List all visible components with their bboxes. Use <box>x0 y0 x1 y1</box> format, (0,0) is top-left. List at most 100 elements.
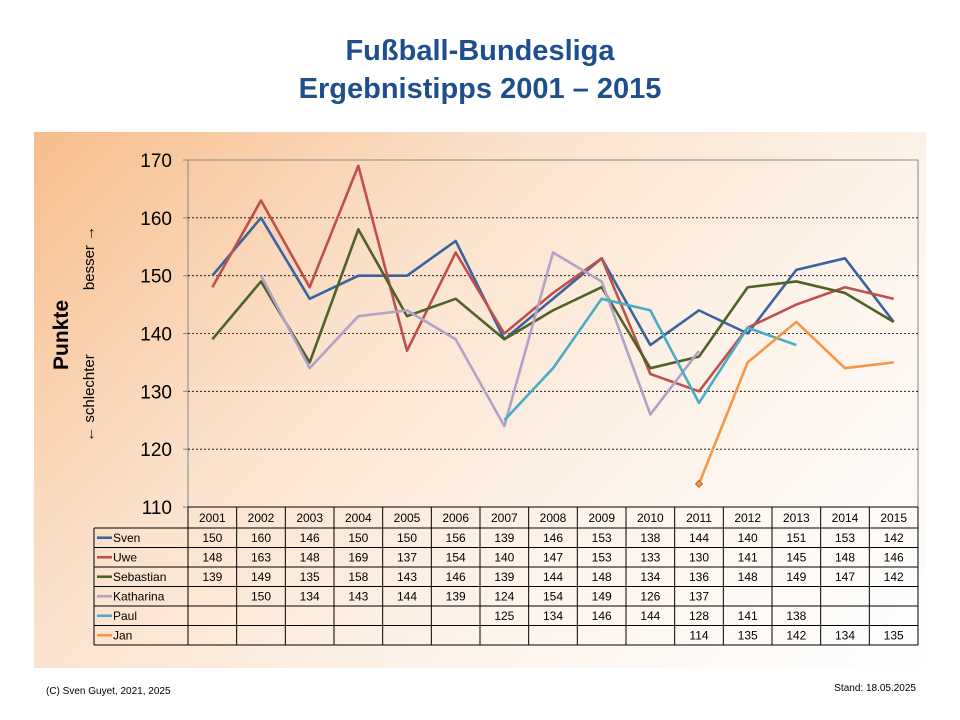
data-label: 139 <box>494 531 514 545</box>
data-label: 149 <box>786 570 806 584</box>
legend-label: Jan <box>113 629 132 643</box>
y-tick-label: 120 <box>140 440 172 461</box>
y-tick-label: 150 <box>140 267 172 288</box>
data-label: 145 <box>786 551 806 565</box>
data-label: 144 <box>397 590 417 604</box>
data-label: 150 <box>251 590 271 604</box>
x-tick-label: 2001 <box>199 511 226 525</box>
x-tick-label: 2009 <box>588 511 615 525</box>
y-tick-label: 130 <box>140 382 172 403</box>
x-tick-label: 2005 <box>394 511 421 525</box>
data-label: 137 <box>689 590 709 604</box>
data-label: 150 <box>348 531 368 545</box>
x-tick-label: 2003 <box>296 511 323 525</box>
data-label: 141 <box>738 551 758 565</box>
data-label: 148 <box>738 570 758 584</box>
data-label: 143 <box>348 590 368 604</box>
data-label: 139 <box>202 570 222 584</box>
data-label: 125 <box>494 609 514 623</box>
x-tick-label: 2015 <box>880 511 907 525</box>
data-label: 153 <box>835 531 855 545</box>
data-label: 135 <box>300 570 320 584</box>
data-label: 134 <box>543 609 563 623</box>
data-label: 141 <box>738 609 758 623</box>
data-label: 150 <box>202 531 222 545</box>
y-tick-label: 170 <box>140 151 172 172</box>
legend-label: Sven <box>113 531 140 545</box>
x-tick-label: 2011 <box>686 511 712 525</box>
data-label: 150 <box>397 531 417 545</box>
data-label: 149 <box>592 590 612 604</box>
x-tick-label: 2008 <box>540 511 567 525</box>
data-label: 158 <box>348 570 368 584</box>
data-label: 154 <box>446 551 466 565</box>
data-label: 142 <box>786 629 806 643</box>
y-tick-label: 140 <box>140 325 172 346</box>
data-label: 124 <box>494 590 514 604</box>
data-label: 114 <box>689 629 708 643</box>
data-label: 163 <box>251 551 271 565</box>
data-label: 138 <box>786 609 806 623</box>
data-label: 153 <box>592 551 612 565</box>
y-tick-label: 160 <box>140 209 172 230</box>
data-label: 138 <box>640 531 660 545</box>
x-tick-label: 2014 <box>832 511 859 525</box>
legend-label: Uwe <box>113 551 137 565</box>
data-label: 146 <box>592 609 612 623</box>
data-label: 135 <box>884 629 904 643</box>
data-label: 146 <box>446 570 466 584</box>
data-label: 143 <box>397 570 417 584</box>
x-tick-label: 2004 <box>345 511 372 525</box>
x-tick-label: 2006 <box>442 511 469 525</box>
data-label: 134 <box>835 629 855 643</box>
data-label: 139 <box>446 590 466 604</box>
legend-label: Paul <box>113 609 137 623</box>
series-line-jan <box>697 320 894 485</box>
x-tick-label: 2010 <box>637 511 664 525</box>
marker-jan <box>694 479 704 488</box>
data-label: 169 <box>348 551 368 565</box>
data-label: 154 <box>543 590 563 604</box>
y-axis-label-high: besser → <box>81 226 98 290</box>
data-label: 153 <box>592 531 612 545</box>
data-label: 144 <box>543 570 563 584</box>
data-label: 136 <box>689 570 709 584</box>
data-label: 128 <box>689 609 709 623</box>
data-label: 137 <box>397 551 417 565</box>
data-label: 144 <box>689 531 709 545</box>
data-label: 144 <box>640 609 660 623</box>
copyright: (C) Sven Guyet, 2021, 2025 <box>46 686 171 697</box>
data-label: 140 <box>738 531 758 545</box>
series-line-katharina <box>259 251 701 428</box>
data-label: 139 <box>494 570 514 584</box>
title-line-2: Ergebnistipps 2001 – 2015 <box>298 73 662 105</box>
data-label: 148 <box>300 551 320 565</box>
data-label: 134 <box>300 590 320 604</box>
data-label: 146 <box>884 551 904 565</box>
y-axis-label-low: ← schlechter <box>81 354 98 442</box>
y-tick-label: 110 <box>142 498 172 519</box>
data-label: 130 <box>689 551 709 565</box>
data-label: 133 <box>640 551 660 565</box>
data-label: 142 <box>884 570 904 584</box>
data-label: 160 <box>251 531 271 545</box>
date-stamp: Stand: 18.05.2025 <box>834 683 916 694</box>
chart-title: Fußball-Bundesliga Ergebnistipps 2001 – … <box>0 32 960 108</box>
data-label: 134 <box>640 570 660 584</box>
data-label: 146 <box>543 531 563 545</box>
data-label: 147 <box>835 570 855 584</box>
data-label: 140 <box>494 551 514 565</box>
y-axis-label: Punkte <box>50 300 73 370</box>
data-label: 148 <box>592 570 612 584</box>
data-label: 151 <box>786 531 806 545</box>
data-label: 147 <box>543 551 563 565</box>
data-label: 148 <box>202 551 222 565</box>
data-label: 142 <box>884 531 904 545</box>
x-tick-label: 2002 <box>248 511 275 525</box>
x-tick-label: 2007 <box>491 511 518 525</box>
data-label: 146 <box>300 531 320 545</box>
data-label: 148 <box>835 551 855 565</box>
legend-label: Katharina <box>113 590 165 604</box>
data-label: 126 <box>640 590 660 604</box>
